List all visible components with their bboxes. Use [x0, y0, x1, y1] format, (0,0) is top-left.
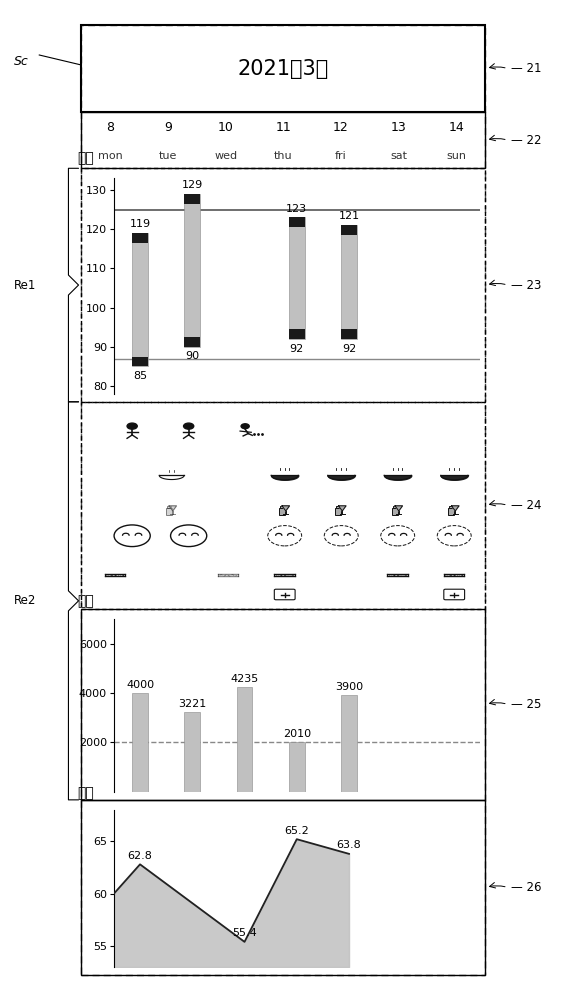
Text: 129: 129	[182, 180, 203, 190]
Text: 血压: 血压	[77, 151, 94, 165]
Text: — 24: — 24	[511, 499, 541, 512]
Text: — 25: — 25	[511, 698, 541, 711]
Bar	[132, 357, 148, 366]
Text: 119: 119	[130, 219, 150, 229]
Polygon shape	[338, 506, 346, 511]
Text: Sc: Sc	[14, 55, 29, 68]
Bar	[448, 508, 454, 515]
Text: 4000: 4000	[126, 680, 154, 690]
Bar	[132, 693, 148, 792]
Polygon shape	[395, 506, 403, 511]
Bar	[337, 506, 340, 508]
Bar	[185, 194, 200, 204]
Bar	[132, 233, 148, 243]
Text: wed: wed	[214, 151, 237, 161]
Text: 8: 8	[106, 121, 114, 134]
Text: 3900: 3900	[335, 682, 363, 692]
Bar	[341, 695, 357, 792]
Bar	[341, 225, 357, 235]
Bar	[166, 508, 172, 515]
Bar	[185, 712, 200, 792]
Bar	[341, 225, 357, 339]
Bar	[449, 506, 453, 508]
Text: — 26: — 26	[511, 881, 541, 894]
Bar	[279, 508, 284, 515]
Text: Re1: Re1	[14, 279, 36, 292]
Bar	[167, 506, 171, 508]
Text: 90: 90	[185, 351, 199, 361]
Text: 62.8: 62.8	[127, 851, 153, 861]
Text: 2021年3月: 2021年3月	[238, 59, 329, 79]
Bar	[280, 506, 284, 508]
Text: 11: 11	[275, 121, 291, 134]
Bar	[185, 337, 200, 347]
Text: 92: 92	[342, 344, 356, 354]
Text: — 23: — 23	[511, 279, 541, 292]
Circle shape	[241, 424, 249, 429]
Text: Re2: Re2	[14, 594, 36, 607]
Text: 65.2: 65.2	[284, 826, 309, 836]
Bar	[341, 329, 357, 339]
Text: 92: 92	[289, 344, 304, 354]
Bar	[393, 506, 397, 508]
Text: — 21: — 21	[511, 62, 541, 75]
Text: thu: thu	[274, 151, 293, 161]
Text: 12: 12	[333, 121, 349, 134]
Text: 121: 121	[338, 211, 360, 221]
Text: 63.8: 63.8	[337, 840, 361, 850]
Bar	[289, 217, 305, 227]
Text: 9: 9	[164, 121, 172, 134]
Polygon shape	[282, 506, 289, 511]
Text: — 22: — 22	[511, 134, 541, 147]
Bar	[392, 508, 398, 515]
Text: mon: mon	[98, 151, 122, 161]
Bar	[335, 508, 341, 515]
Bar	[289, 217, 305, 339]
Text: 2010: 2010	[283, 729, 311, 739]
Text: 13: 13	[391, 121, 407, 134]
Text: 10: 10	[218, 121, 233, 134]
Text: 步数: 步数	[77, 594, 94, 608]
Bar	[185, 194, 200, 347]
Text: fri: fri	[335, 151, 347, 161]
Text: 14: 14	[449, 121, 465, 134]
Bar	[289, 329, 305, 339]
Text: 体重: 体重	[77, 786, 94, 800]
Text: sat: sat	[390, 151, 407, 161]
Text: 3221: 3221	[178, 699, 206, 709]
Text: 4235: 4235	[231, 674, 259, 684]
Text: tue: tue	[159, 151, 177, 161]
Text: 85: 85	[133, 371, 147, 381]
Polygon shape	[169, 506, 177, 511]
Text: sun: sun	[447, 151, 466, 161]
Bar	[289, 742, 305, 792]
Circle shape	[127, 423, 137, 429]
Bar	[132, 233, 148, 366]
Text: 123: 123	[286, 204, 307, 214]
Bar	[237, 687, 252, 792]
Polygon shape	[452, 506, 459, 511]
Text: 55.4: 55.4	[232, 928, 257, 938]
Circle shape	[183, 423, 194, 429]
